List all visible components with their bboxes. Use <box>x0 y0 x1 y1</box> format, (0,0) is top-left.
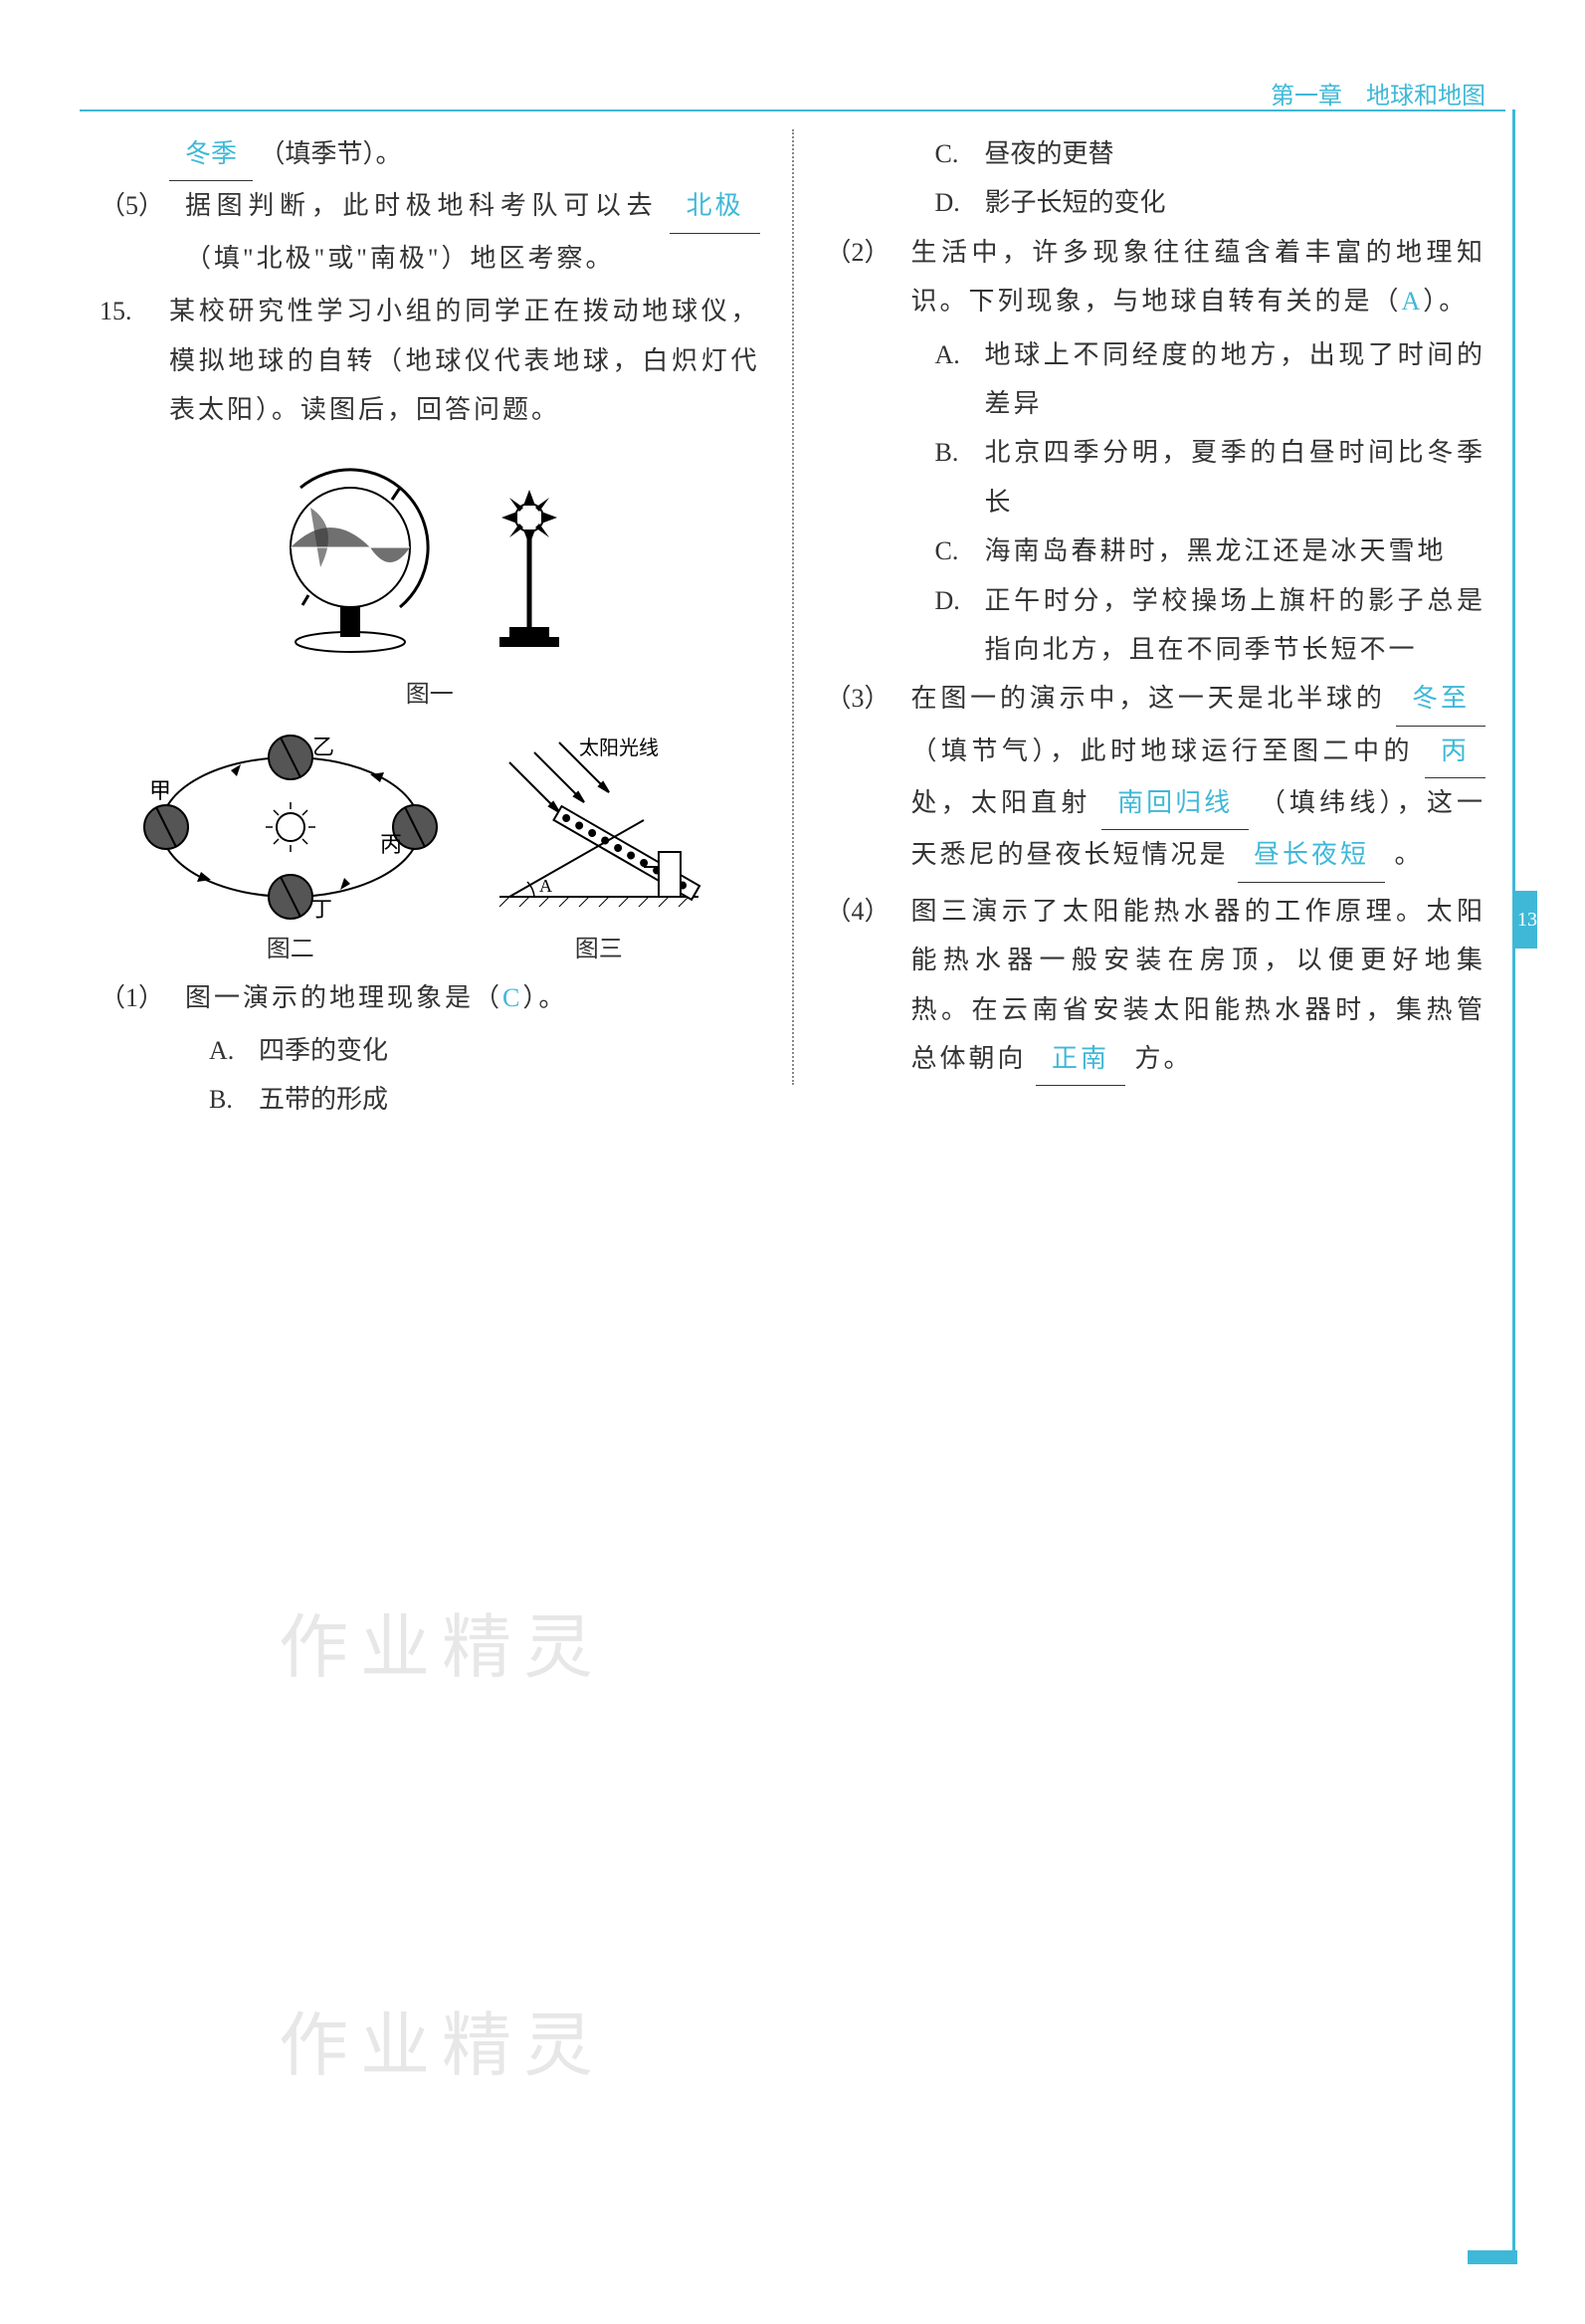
q15-text: 某校研究性学习小组的同学正在拨动地球仪，模拟地球的自转（地球仪代表地球，白炽灯代… <box>169 287 760 434</box>
fig2-label-right: 丙 <box>380 832 402 857</box>
text: 处，太阳直射 <box>911 788 1091 817</box>
right-column: C. 昼夜的更替 D. 影子长短的变化 （2） 生活中，许多现象往往蕴含着丰富的… <box>798 129 1486 1125</box>
text: 据图判断，此时极地科考队可以去 <box>185 191 658 220</box>
q2-label: （2） <box>826 228 911 326</box>
text: 生活中，许多现象往往蕴含着丰富的地理知识。下列现象，与地球自转有关的是（ <box>911 238 1486 316</box>
fig2-caption: 图二 <box>141 928 440 973</box>
opt-text: 地球上不同经度的地方，出现了时间的差异 <box>985 330 1486 429</box>
fig1-caption: 图一 <box>99 673 760 719</box>
globe-lamp-svg <box>251 448 609 667</box>
svg-text:A: A <box>539 876 552 896</box>
fig3-sun-label: 太阳光线 <box>579 737 659 759</box>
q1-optD: D. 影子长短的变化 <box>826 178 1486 227</box>
q3: （3） 在图一的演示中，这一天是北半球的 冬至 （填节气），此时地球运行至图二中… <box>826 674 1486 883</box>
opt-text: 昼夜的更替 <box>985 129 1114 178</box>
opt-text: 海南岛春耕时，黑龙江还是冰天雪地 <box>985 527 1486 575</box>
main-content: 冬季 （填季节）。 （5） 据图判断，此时极地科考队可以去 北极 （填"北极"或… <box>99 129 1486 1125</box>
text: ）。 <box>522 983 567 1012</box>
watermark-2: 作业精灵 <box>279 1981 605 2113</box>
text: 图一演示的地理现象是（ <box>185 983 502 1012</box>
opt-text: 五带的形成 <box>259 1075 388 1124</box>
text: （填"北极"或"南极"）地区考察。 <box>185 244 614 273</box>
left-column: 冬季 （填季节）。 （5） 据图判断，此时极地科考队可以去 北极 （填"北极"或… <box>99 129 788 1125</box>
q1-text: 图一演示的地理现象是（C）。 <box>185 973 760 1022</box>
opt-text: 四季的变化 <box>259 1026 388 1075</box>
fig2-label-top: 乙 <box>312 735 334 759</box>
q4: （4） 图三演示了太阳能热水器的工作原理。太阳能热水器一般安装在房顶，以便更好地… <box>826 887 1486 1087</box>
answer-season: 冬季 <box>169 129 253 181</box>
text: （填节气），此时地球运行至图二中的 <box>911 737 1414 765</box>
opt-text: 影子长短的变化 <box>985 178 1166 227</box>
text: 方。 <box>1135 1044 1193 1073</box>
q4-text: 图三演示了太阳能热水器的工作原理。太阳能热水器一般安装在房顶，以便更好地集热。在… <box>911 887 1486 1087</box>
answer-q2: A <box>1402 287 1424 316</box>
q3-text: 在图一的演示中，这一天是北半球的 冬至 （填节气），此时地球运行至图二中的 丙 … <box>911 674 1486 883</box>
watermark-1: 作业精灵 <box>279 1583 605 1715</box>
figure-2: 乙 甲 丙 丁 图二 <box>141 733 440 973</box>
q2-text: 生活中，许多现象往往蕴含着丰富的地理知识。下列现象，与地球自转有关的是（A）。 <box>911 228 1486 326</box>
q5-label: （5） <box>99 181 185 283</box>
orbit-svg: 乙 甲 丙 丁 <box>141 733 440 922</box>
text: （填季节）。 <box>260 139 402 168</box>
opt-text: 北京四季分明，夏季的白昼时间比冬季长 <box>985 428 1486 527</box>
figure-2-3-row: 乙 甲 丙 丁 图二 太阳光线 <box>99 733 760 973</box>
opt-label: C. <box>935 129 985 178</box>
fig2-label-left: 甲 <box>149 778 171 803</box>
answer-q4: 正南 <box>1036 1034 1125 1086</box>
answer-q3-1: 冬至 <box>1396 674 1486 726</box>
fig2-label-bottom: 丁 <box>310 897 332 922</box>
fig3-caption: 图三 <box>480 928 718 973</box>
right-border <box>1512 109 1515 2254</box>
q5: （5） 据图判断，此时极地科考队可以去 北极 （填"北极"或"南极"）地区考察。 <box>99 181 760 283</box>
answer-q1: C <box>502 983 522 1012</box>
page-number-tab: 13 <box>1515 891 1537 949</box>
q1-label: （1） <box>99 973 185 1022</box>
q15: 15. 某校研究性学习小组的同学正在拨动地球仪，模拟地球的自转（地球仪代表地球，… <box>99 287 760 434</box>
chapter-header: 第一章 地球和地图 <box>1271 75 1486 120</box>
q1-optC: C. 昼夜的更替 <box>826 129 1486 178</box>
opt-label: D. <box>935 178 985 227</box>
q2-optA: A. 地球上不同经度的地方，出现了时间的差异 <box>826 330 1486 429</box>
answer-q3-4: 昼长夜短 <box>1238 830 1385 882</box>
q2: （2） 生活中，许多现象往往蕴含着丰富的地理知识。下列现象，与地球自转有关的是（… <box>826 228 1486 326</box>
text: 在图一的演示中，这一天是北半球的 <box>911 684 1386 713</box>
solar-heater-svg: 太阳光线 <box>480 733 718 922</box>
q4-label: （4） <box>826 887 911 1087</box>
q1: （1） 图一演示的地理现象是（C）。 <box>99 973 760 1022</box>
q1-optA: A. 四季的变化 <box>99 1026 760 1075</box>
figure-3: 太阳光线 <box>480 733 718 973</box>
q2-optB: B. 北京四季分明，夏季的白昼时间比冬季长 <box>826 428 1486 527</box>
opt-label: A. <box>935 330 985 429</box>
text: 。 <box>1395 840 1424 869</box>
bottom-marker <box>1468 2250 1517 2264</box>
prev-continuation: 冬季 （填季节）。 <box>99 129 760 181</box>
opt-label: A. <box>209 1026 259 1075</box>
answer-pole: 北极 <box>670 181 759 233</box>
header-rule <box>80 109 1505 111</box>
q1-optB: B. 五带的形成 <box>99 1075 760 1124</box>
text: ）。 <box>1423 287 1468 316</box>
opt-label: C. <box>935 527 985 575</box>
answer-q3-2: 丙 <box>1425 727 1486 778</box>
figure-1: 图一 <box>99 448 760 719</box>
opt-label: B. <box>209 1075 259 1124</box>
text: 图三演示了太阳能热水器的工作原理。太阳能热水器一般安装在房顶，以便更好地集热。在… <box>911 897 1486 1073</box>
q2-optC: C. 海南岛春耕时，黑龙江还是冰天雪地 <box>826 527 1486 575</box>
opt-label: B. <box>935 428 985 527</box>
column-divider <box>792 129 794 1085</box>
q5-text: 据图判断，此时极地科考队可以去 北极 （填"北极"或"南极"）地区考察。 <box>185 181 760 283</box>
opt-text: 正午时分，学校操场上旗杆的影子总是指向北方，且在不同季节长短不一 <box>985 576 1486 675</box>
opt-label: D. <box>935 576 985 675</box>
q15-label: 15. <box>99 287 169 434</box>
q3-label: （3） <box>826 674 911 883</box>
answer-q3-3: 南回归线 <box>1101 778 1249 830</box>
q2-optD: D. 正午时分，学校操场上旗杆的影子总是指向北方，且在不同季节长短不一 <box>826 576 1486 675</box>
